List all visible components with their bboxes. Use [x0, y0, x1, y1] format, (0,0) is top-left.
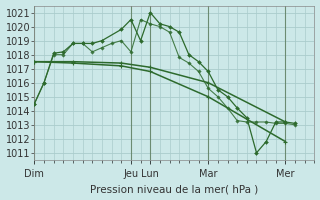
X-axis label: Pression niveau de la mer( hPa ): Pression niveau de la mer( hPa ) — [90, 184, 259, 194]
